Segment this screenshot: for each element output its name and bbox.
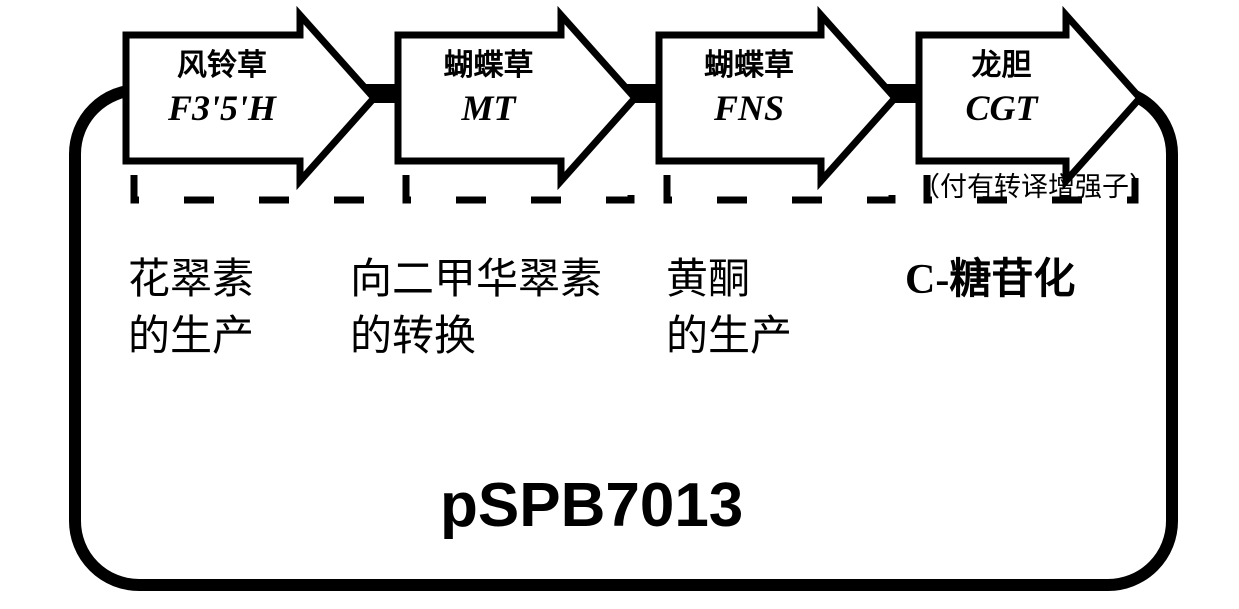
arrow-3-label-line2: FNS [659, 88, 839, 129]
arrow-2-function-label-line1: 向二甲华翠素 [350, 252, 602, 309]
arrow-1-function-label-line2: 的生产 [128, 309, 254, 366]
arrow-1-function-label: 花翠素的生产 [128, 252, 254, 365]
arrow-4-function-label-line1: C-糖苷化 [905, 252, 1075, 309]
diagram-stage: 风铃草F3'5'H花翠素的生产蝴蝶草MT向二甲华翠素的转换蝴蝶草FNS黄酮的生产… [0, 0, 1239, 609]
arrow-4-paren-note: （付有转译增强子） [913, 165, 1156, 204]
arrow-2-label: 蝴蝶草 MT [398, 49, 579, 129]
arrow-4-label-line2: CGT [919, 88, 1084, 129]
arrow-3-function-label: 黄酮的生产 [666, 252, 792, 365]
arrow-3-function-label-line1: 黄酮 [666, 252, 792, 309]
arrow-4-label-line1: 龙胆 [919, 49, 1084, 84]
arrow-3-label: 蝴蝶草 FNS [659, 49, 839, 129]
arrow-1-label-line2: F3'5'H [126, 88, 318, 129]
arrow-1-label-line1: 风铃草 [126, 49, 318, 84]
arrow-2-label-line2: MT [398, 88, 579, 129]
arrow-3-function-label-line2: 的生产 [666, 309, 792, 366]
arrow-4-label: 龙胆 CGT [919, 49, 1084, 129]
arrow-2-label-line1: 蝴蝶草 [398, 49, 579, 84]
arrow-1-function-label-line1: 花翠素 [128, 252, 254, 309]
arrow-1-label: 风铃草 F3'5'H [126, 49, 318, 129]
arrow-2-function-label-line2: 的转换 [350, 309, 602, 366]
plasmid-name: pSPB7013 [440, 470, 743, 541]
arrow-4-function-label: C-糖苷化 [905, 252, 1075, 309]
arrow-2-function-label: 向二甲华翠素的转换 [350, 252, 602, 365]
arrow-3-label-line1: 蝴蝶草 [659, 49, 839, 84]
